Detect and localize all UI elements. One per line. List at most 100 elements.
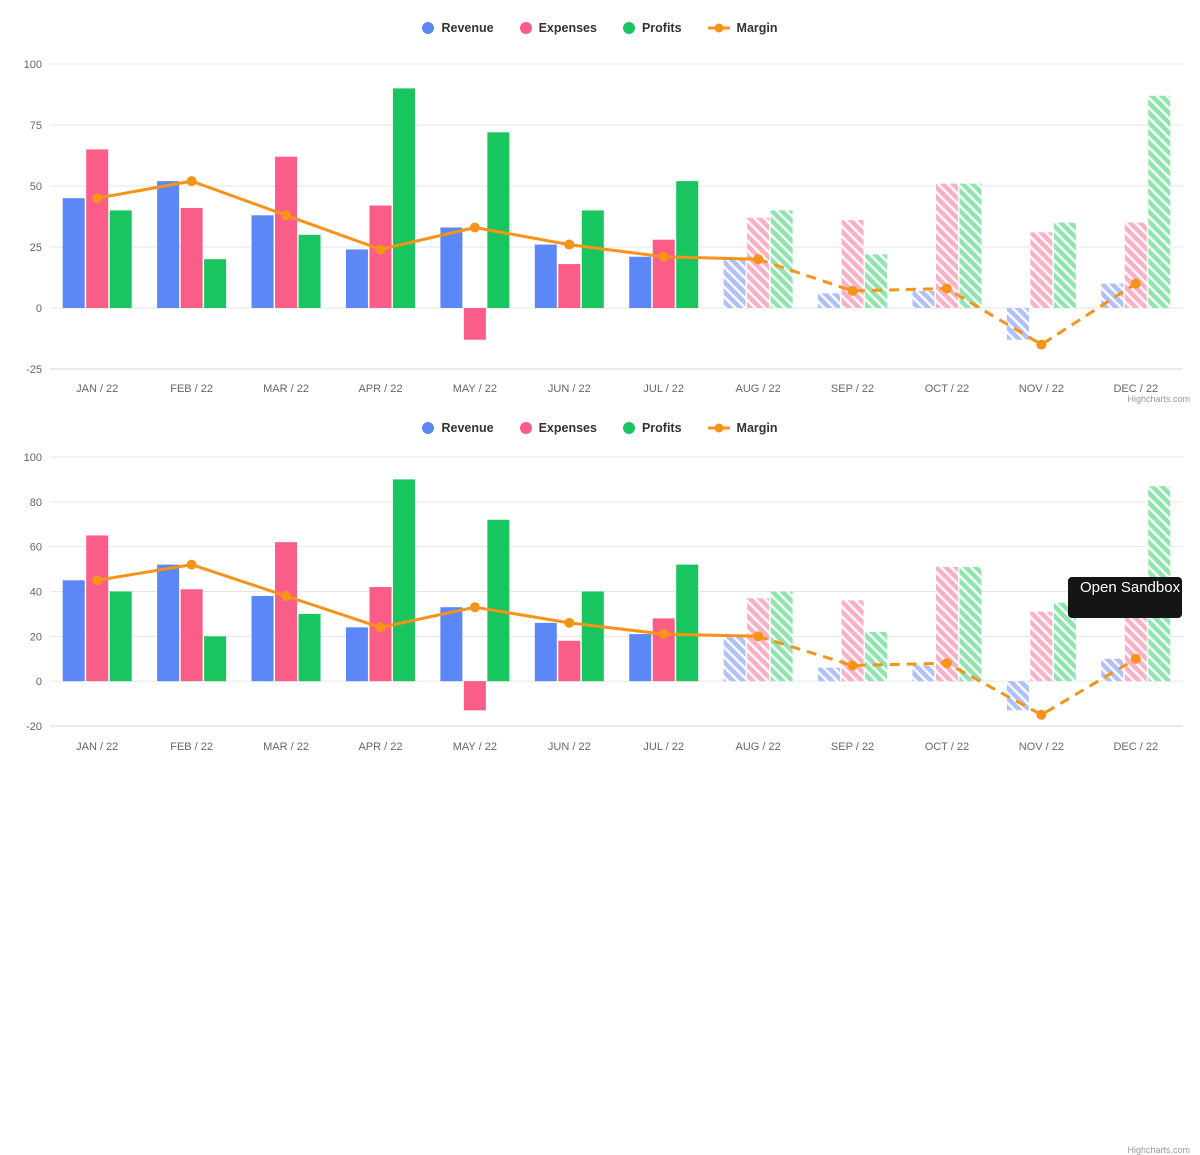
column[interactable] — [487, 519, 510, 682]
legend-item-profits[interactable]: Profits — [622, 21, 682, 35]
column[interactable] — [440, 227, 463, 308]
margin-point[interactable] — [941, 283, 952, 294]
margin-point[interactable] — [847, 660, 858, 671]
margin-point[interactable] — [375, 622, 386, 633]
column[interactable] — [534, 244, 557, 308]
margin-point[interactable] — [1130, 653, 1141, 664]
column[interactable] — [204, 259, 227, 308]
column[interactable] — [534, 622, 557, 682]
column[interactable] — [723, 259, 746, 308]
column[interactable] — [770, 210, 793, 308]
margin-point[interactable] — [469, 602, 480, 613]
column[interactable] — [959, 566, 982, 682]
column[interactable] — [1006, 308, 1029, 340]
column[interactable] — [1148, 95, 1171, 308]
column[interactable] — [676, 564, 699, 682]
column[interactable] — [818, 667, 841, 682]
column[interactable] — [652, 239, 675, 308]
column[interactable] — [581, 591, 604, 682]
margin-point[interactable] — [753, 254, 764, 265]
margin-point[interactable] — [281, 590, 292, 601]
margin-point[interactable] — [1036, 339, 1047, 350]
column[interactable] — [723, 636, 746, 682]
column[interactable] — [275, 542, 298, 682]
column[interactable] — [818, 293, 841, 308]
column[interactable] — [652, 618, 675, 682]
column[interactable] — [62, 198, 85, 308]
open-sandbox-button[interactable]: Open Sandbox — [1068, 577, 1182, 618]
column[interactable] — [345, 627, 368, 682]
margin-point[interactable] — [564, 239, 575, 250]
margin-point[interactable] — [375, 244, 386, 255]
margin-point[interactable] — [92, 193, 103, 204]
legend-item-expenses[interactable]: Expenses — [519, 21, 597, 35]
margin-point[interactable] — [186, 559, 197, 570]
column[interactable] — [109, 591, 132, 682]
column[interactable] — [298, 613, 321, 682]
column[interactable] — [912, 665, 935, 682]
margin-point[interactable] — [658, 251, 669, 262]
margin-point[interactable] — [281, 210, 292, 221]
column[interactable] — [251, 215, 274, 308]
column[interactable] — [157, 564, 180, 682]
column[interactable] — [959, 183, 982, 308]
legend-item-profits[interactable]: Profits — [622, 421, 682, 435]
column[interactable] — [1006, 681, 1029, 711]
legend-item-margin[interactable]: Margin — [707, 421, 778, 435]
margin-point[interactable] — [753, 631, 764, 642]
column[interactable] — [345, 249, 368, 308]
expenses-legend-marker-icon — [519, 422, 532, 434]
column[interactable] — [298, 234, 321, 308]
margin-point[interactable] — [658, 629, 669, 640]
column[interactable] — [62, 580, 85, 682]
column[interactable] — [1030, 232, 1053, 308]
margin-point[interactable] — [941, 658, 952, 669]
column[interactable] — [865, 631, 888, 682]
column[interactable] — [369, 587, 392, 682]
margin-point[interactable] — [92, 575, 103, 586]
column[interactable] — [392, 88, 415, 309]
column[interactable] — [204, 636, 227, 682]
column[interactable] — [865, 254, 888, 308]
column[interactable] — [912, 290, 935, 308]
column[interactable] — [935, 183, 958, 308]
column[interactable] — [440, 607, 463, 682]
column[interactable] — [86, 149, 109, 308]
margin-point[interactable] — [1036, 709, 1047, 720]
column[interactable] — [581, 210, 604, 308]
margin-point[interactable] — [186, 176, 197, 187]
column[interactable] — [109, 210, 132, 308]
column[interactable] — [558, 640, 581, 682]
margin-point[interactable] — [469, 222, 480, 233]
x-axis-tick-label: JAN / 22 — [76, 383, 118, 395]
column[interactable] — [487, 132, 510, 308]
column[interactable] — [392, 479, 415, 682]
column[interactable] — [86, 535, 109, 682]
column[interactable] — [180, 207, 203, 308]
legend-item-margin[interactable]: Margin — [707, 21, 778, 35]
column[interactable] — [558, 264, 581, 308]
column[interactable] — [629, 634, 652, 682]
column[interactable] — [770, 591, 793, 682]
column[interactable] — [841, 220, 864, 308]
column[interactable] — [180, 589, 203, 682]
column[interactable] — [463, 681, 486, 711]
column[interactable] — [463, 308, 486, 340]
column[interactable] — [1030, 611, 1053, 682]
column[interactable] — [629, 256, 652, 308]
column[interactable] — [1124, 222, 1147, 308]
legend-item-revenue[interactable]: Revenue — [422, 21, 494, 35]
column[interactable] — [369, 205, 392, 308]
highcharts-credits-link[interactable]: Highcharts.com — [1127, 1145, 1190, 1155]
highcharts-credits-link[interactable]: Highcharts.com — [1127, 394, 1190, 404]
column[interactable] — [157, 181, 180, 308]
margin-point[interactable] — [564, 617, 575, 628]
column[interactable] — [275, 156, 298, 308]
column[interactable] — [676, 181, 699, 308]
margin-point[interactable] — [847, 285, 858, 296]
legend-item-revenue[interactable]: Revenue — [422, 421, 494, 435]
column[interactable] — [1053, 222, 1076, 308]
margin-point[interactable] — [1130, 278, 1141, 289]
legend-item-expenses[interactable]: Expenses — [519, 421, 597, 435]
column[interactable] — [251, 595, 274, 682]
